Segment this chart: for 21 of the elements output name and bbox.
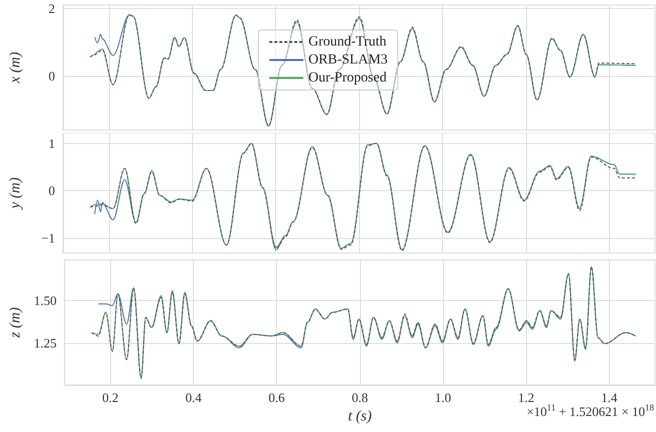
x-tick-label: 0.6	[268, 390, 286, 405]
x-tick-label: 0.8	[352, 390, 368, 405]
y-tick-label: 1.50	[34, 293, 57, 308]
y-tick-label: 1.25	[34, 335, 57, 350]
x-tick-label: 0.2	[102, 390, 119, 405]
legend-label: ORB-SLAM3	[308, 52, 388, 68]
x-tick-label: 0.4	[185, 390, 202, 405]
x-tick-label: 1.0	[434, 390, 452, 405]
x-axis-title: t (s)	[348, 408, 372, 424]
y-tick-label: 0	[48, 68, 55, 84]
legend-label: Our-Proposed	[308, 70, 387, 86]
y-tick-label: 2	[48, 0, 55, 16]
y-tick-label: 1	[48, 136, 55, 151]
y-axis-title: y (m)	[8, 177, 24, 211]
y-tick-label: 0	[48, 183, 55, 198]
x-tick-label: 1.4	[601, 390, 618, 405]
legend-label: Ground-Truth	[308, 34, 386, 50]
x-tick-label: 1.2	[518, 390, 534, 405]
y-axis-title: z (m)	[8, 307, 24, 339]
y-tick-label: −1	[41, 230, 55, 246]
y-axis-title: x (m)	[8, 52, 24, 84]
